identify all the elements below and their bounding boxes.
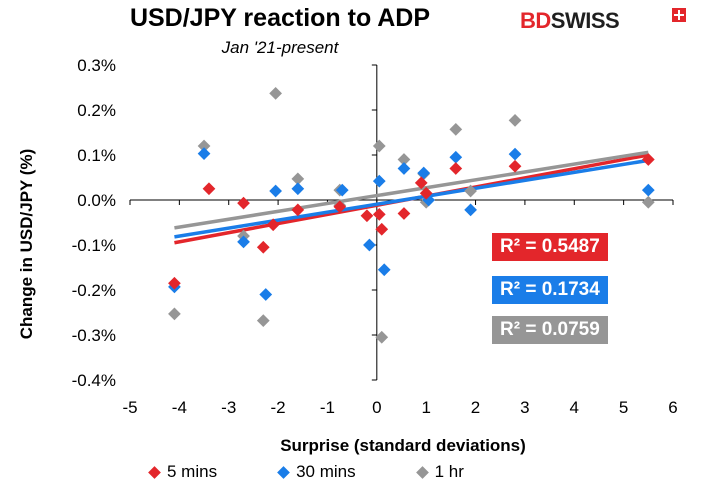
logo-swiss-text: SWISS — [550, 8, 620, 33]
r2-label-5mins: R² = 0.5487 — [492, 233, 608, 261]
r2-label-1hr: R² = 0.0759 — [492, 316, 608, 344]
data-point-1-hr — [508, 113, 522, 127]
x-tick-label: 3 — [520, 398, 529, 417]
x-tick-label: -2 — [271, 398, 286, 417]
logo-bd-text: BD — [520, 8, 551, 33]
data-point-5-mins — [360, 209, 374, 223]
data-point-30-mins — [269, 184, 282, 198]
data-point-30-mins — [417, 166, 431, 180]
data-point-30-mins — [641, 183, 655, 197]
x-tick-label: -1 — [320, 398, 335, 417]
legend-item-30mins: 30 mins — [277, 462, 356, 482]
data-point-30-mins — [197, 147, 211, 161]
trendline-30-mins — [174, 158, 649, 239]
data-point-5-mins — [291, 203, 305, 217]
legend-label-1hr: 1 hr — [434, 462, 464, 481]
data-point-30-mins — [237, 235, 250, 249]
x-tick-label: 0 — [372, 398, 381, 417]
data-point-5-mins — [414, 176, 428, 190]
r2-label-30mins: R² = 0.1734 — [492, 276, 608, 304]
data-point-5-mins — [202, 182, 216, 196]
data-point-5-mins — [375, 222, 389, 236]
x-tick-label: 1 — [421, 398, 430, 417]
y-tick-label: -0.4% — [72, 371, 116, 390]
legend-marker-5mins — [148, 465, 161, 479]
x-tick-label: 4 — [570, 398, 579, 417]
data-point-5-mins — [372, 208, 386, 221]
data-point-1-hr — [397, 153, 411, 166]
legend-item-1hr: 1 hr — [415, 462, 464, 482]
y-tick-label: 0.0% — [77, 191, 116, 210]
legend: 5 mins 30 mins 1 hr — [148, 462, 464, 482]
data-point-30-mins — [335, 183, 349, 197]
y-tick-label: -0.3% — [72, 326, 116, 345]
data-point-1-hr — [291, 172, 305, 186]
x-tick-label: -5 — [122, 398, 137, 417]
data-point-30-mins — [377, 263, 391, 277]
legend-marker-1hr — [415, 465, 429, 479]
y-tick-label: -0.2% — [72, 281, 116, 300]
data-point-1-hr — [168, 307, 181, 321]
data-point-5-mins — [508, 159, 522, 173]
data-point-30-mins — [363, 238, 376, 252]
data-point-30-mins — [291, 182, 305, 196]
legend-label-5mins: 5 mins — [167, 462, 218, 481]
swiss-cross-icon — [672, 8, 686, 22]
legend-marker-30mins — [277, 465, 290, 479]
data-point-30-mins — [397, 162, 411, 175]
data-point-1-hr — [256, 314, 270, 327]
data-point-30-mins — [372, 174, 386, 188]
data-point-1-hr — [449, 122, 463, 136]
data-point-30-mins — [508, 147, 522, 161]
data-point-30-mins — [449, 150, 463, 164]
y-tick-label: -0.1% — [72, 236, 116, 255]
data-point-30-mins — [259, 288, 273, 301]
x-tick-label: -4 — [172, 398, 187, 417]
x-tick-label: -3 — [221, 398, 236, 417]
y-tick-label: 0.3% — [77, 56, 116, 75]
chart-title: USD/JPY reaction to ADP — [129, 4, 431, 32]
y-tick-label: 0.2% — [77, 101, 116, 120]
tick-labels: -5 -4 -3 -2 -1 0 1 2 3 4 5 6 0.3% 0.2% 0.1% 0.0% -0.1% -0… — [72, 56, 678, 417]
data-point-5-mins — [449, 162, 463, 175]
data-point-5-mins — [256, 240, 270, 254]
data-point-1-hr — [372, 139, 386, 153]
y-axis-title: Change in USD/JPY (%) — [17, 149, 36, 340]
trendline-1-hr — [174, 150, 649, 230]
bdswiss-logo: BDSWISS — [520, 8, 620, 34]
data-point-1-hr — [641, 195, 655, 209]
data-point-5-mins — [333, 200, 347, 214]
data-point-1-hr — [269, 86, 282, 100]
data-point-30-mins — [464, 203, 477, 217]
x-axis-title: Surprise (standard deviations) — [280, 436, 526, 455]
data-point-1-hr — [375, 330, 389, 344]
data-point-5-mins — [266, 218, 280, 232]
x-tick-label: 2 — [471, 398, 480, 417]
y-tick-label: 0.1% — [77, 146, 116, 165]
legend-item-5mins: 5 mins — [148, 462, 218, 482]
legend-label-30mins: 30 mins — [296, 462, 356, 481]
data-point-5-mins — [419, 186, 433, 200]
data-point-1-hr — [197, 139, 211, 153]
data-point-5-mins — [237, 196, 250, 210]
trendlines — [174, 150, 649, 245]
data-point-5-mins — [168, 276, 181, 290]
data-point-1-hr — [464, 184, 477, 198]
x-tick-label: 6 — [668, 398, 677, 417]
data-point-5-mins — [397, 207, 411, 220]
x-tick-label: 5 — [619, 398, 628, 417]
chart-subtitle: Jan '21-present — [221, 38, 339, 57]
data-points — [168, 86, 655, 344]
